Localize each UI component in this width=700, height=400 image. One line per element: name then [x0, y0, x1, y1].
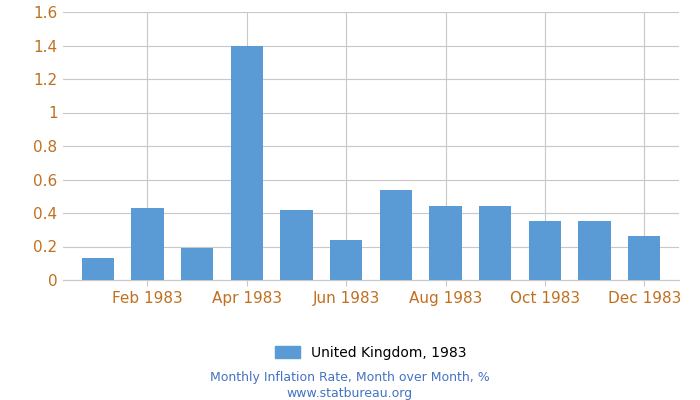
Bar	[82, 258, 114, 280]
Bar	[479, 206, 511, 280]
Bar	[231, 46, 263, 280]
Bar	[280, 210, 313, 280]
Bar	[132, 208, 164, 280]
Bar	[628, 236, 660, 280]
Bar	[429, 206, 462, 280]
Text: www.statbureau.org: www.statbureau.org	[287, 388, 413, 400]
Bar	[379, 190, 412, 280]
Bar	[578, 221, 610, 280]
Legend: United Kingdom, 1983: United Kingdom, 1983	[275, 346, 467, 360]
Text: Monthly Inflation Rate, Month over Month, %: Monthly Inflation Rate, Month over Month…	[210, 372, 490, 384]
Bar	[528, 221, 561, 280]
Bar	[330, 240, 363, 280]
Bar	[181, 248, 214, 280]
